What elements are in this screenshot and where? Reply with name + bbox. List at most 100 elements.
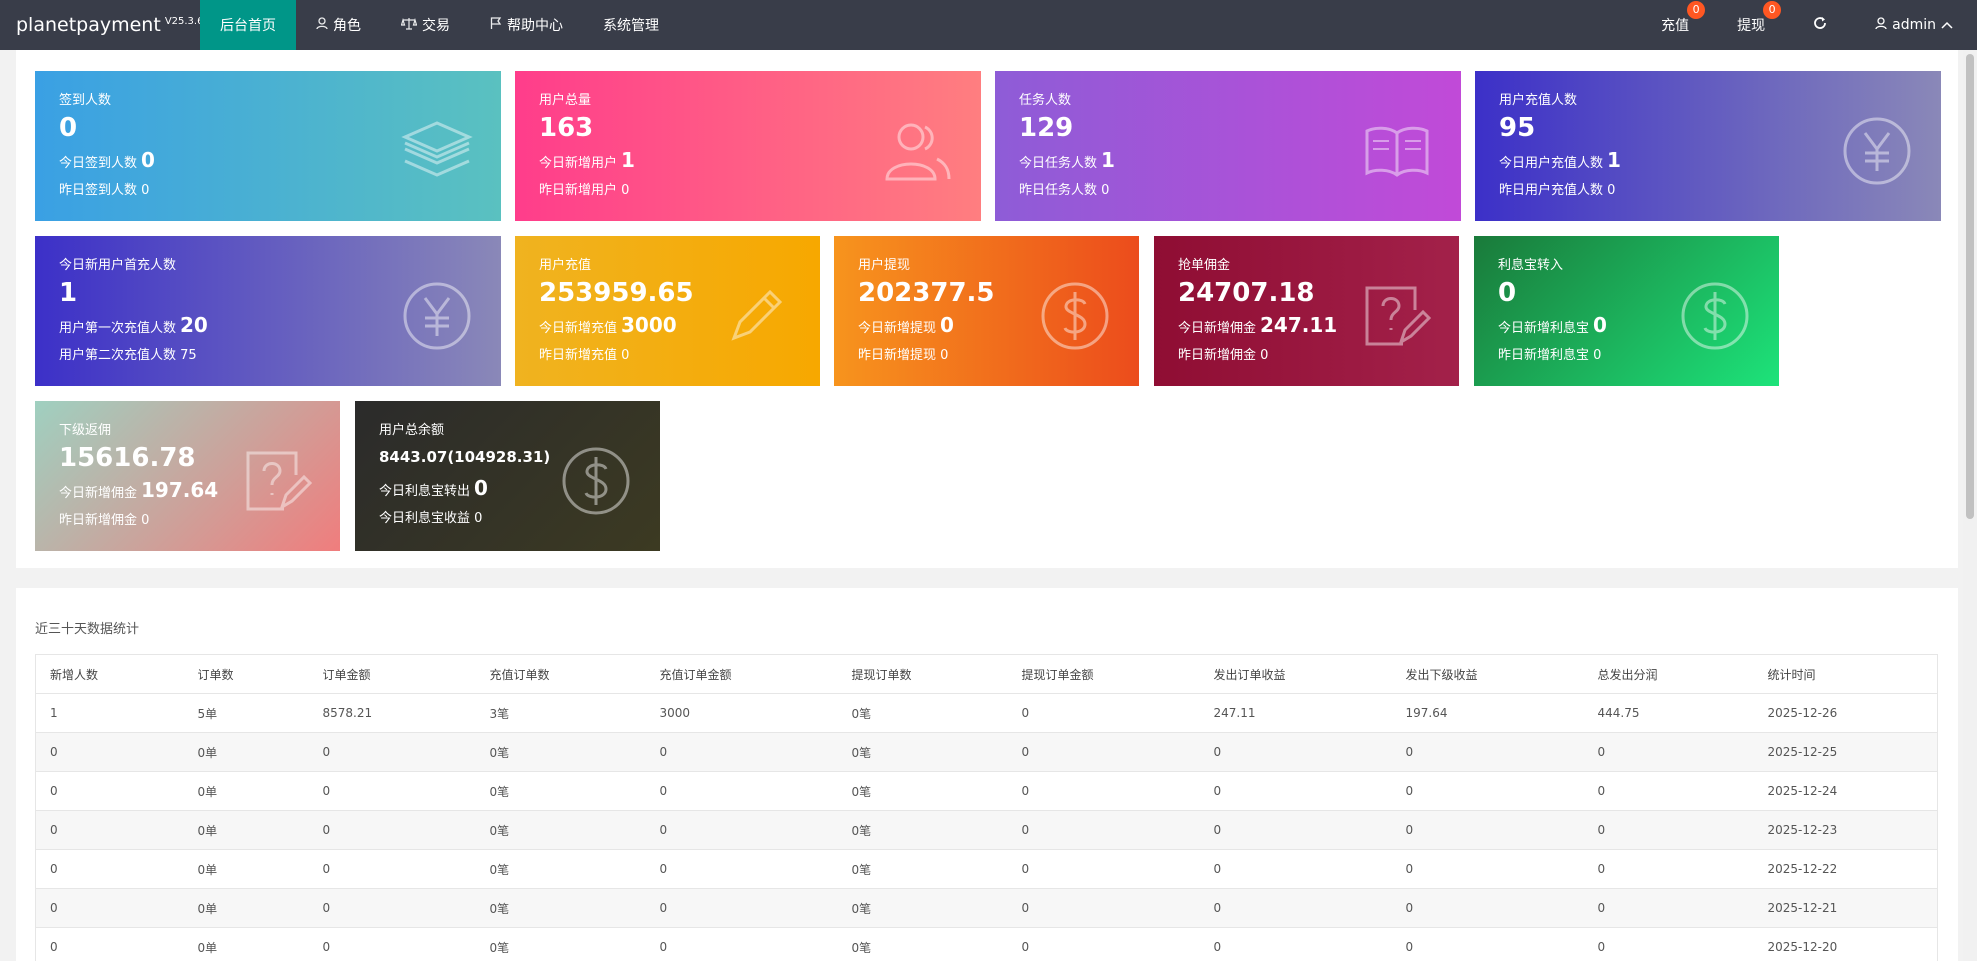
card-line-1: 今日新增充值 3000: [539, 313, 677, 337]
table-cell: 0: [1583, 888, 1754, 928]
table-cell: 0: [1391, 732, 1584, 772]
card-title: 利息宝转入: [1498, 258, 1564, 273]
table-cell: 0: [1199, 888, 1392, 928]
page-scrollbar[interactable]: [1963, 50, 1977, 961]
dollar-icon: [560, 445, 632, 517]
table-cell: 0: [1199, 732, 1392, 772]
brand-logo[interactable]: planetpayment V25.3.6: [0, 14, 203, 36]
scrollbar-thumb[interactable]: [1966, 54, 1974, 519]
table-cell: 0笔: [475, 810, 646, 850]
table-cell: 0笔: [475, 927, 646, 961]
table-cell: 0: [1391, 849, 1584, 889]
card-value: 24707.18: [1178, 278, 1315, 308]
card-title: 今日新用户首充人数: [59, 258, 177, 273]
thirty-day-stats-panel: 近三十天数据统计 新增人数 订单数 订单金额 充值订单数 充值订单金额 提现订单…: [16, 588, 1958, 961]
card-interest-in: 利息宝转入 0 今日新增利息宝 0 昨日新增利息宝 0: [1474, 236, 1779, 386]
nav-help[interactable]: 帮助中心: [470, 0, 583, 50]
table-cell: 0笔: [475, 771, 646, 811]
card-line-1: 今日新增提现 0: [858, 313, 954, 337]
note-icon: [240, 445, 313, 517]
version-label: V25.3.6: [164, 15, 204, 27]
table-cell: 0笔: [475, 732, 646, 772]
table-cell: 0: [1583, 927, 1754, 961]
table-cell: 0: [35, 771, 184, 811]
table-cell: 0: [1007, 888, 1200, 928]
table-cell: 0: [1199, 927, 1392, 961]
card-value: 0: [1498, 278, 1517, 308]
recharge-badge: 0: [1687, 1, 1706, 19]
card-title: 签到人数: [59, 93, 112, 108]
brand-name: planetpayment: [16, 14, 161, 36]
card-value: 15616.78: [59, 443, 196, 473]
table-cell: 0: [645, 849, 838, 889]
dollar-icon: [1679, 280, 1751, 352]
table-cell: 0: [1391, 810, 1584, 850]
table-cell: 0单: [183, 888, 309, 928]
nav-system[interactable]: 系统管理: [583, 0, 679, 50]
col-header: 订单数: [183, 654, 309, 694]
nav-roles[interactable]: 角色: [296, 0, 381, 50]
table-cell: 2025-12-23: [1753, 810, 1938, 850]
card-total-balance: 用户总余额 8443.07(104928.31) 今日利息宝转出 0 今日利息宝收…: [355, 401, 660, 551]
table-cell: 3000: [645, 693, 838, 733]
table-row: 0 0单 0 0笔 0 0笔 0 0 0 0 2025-12-22: [35, 849, 1938, 889]
refresh-button[interactable]: [1789, 0, 1851, 50]
table-cell: 0笔: [475, 888, 646, 928]
card-value: 202377.5: [858, 278, 995, 308]
table-cell: 0单: [183, 927, 309, 961]
right-nav: 充值 0 提现 0 admin: [1637, 0, 1977, 50]
table-cell: 0单: [183, 732, 309, 772]
table-cell: 0: [645, 888, 838, 928]
withdraw-link[interactable]: 提现 0: [1713, 0, 1789, 50]
recharge-link[interactable]: 充值 0: [1637, 0, 1713, 50]
card-line-2: 昨日新增佣金 0: [59, 513, 150, 528]
chevron-up-icon: [1941, 17, 1953, 33]
table-cell: 0: [1199, 810, 1392, 850]
table-cell: 0笔: [475, 849, 646, 889]
table-cell: 2025-12-22: [1753, 849, 1938, 889]
stats-table: 新增人数 订单数 订单金额 充值订单数 充值订单金额 提现订单数 提现订单金额 …: [35, 654, 1938, 961]
card-tasks: 任务人数 129 今日任务人数 1 昨日任务人数 0: [995, 71, 1461, 221]
table-cell: 0: [1007, 849, 1200, 889]
nav-trade[interactable]: 交易: [381, 0, 470, 50]
table-header-row: 新增人数 订单数 订单金额 充值订单数 充值订单金额 提现订单数 提现订单金额 …: [35, 654, 1938, 694]
card-title: 用户充值人数: [1499, 93, 1578, 108]
card-value: 253959.65: [539, 278, 694, 308]
card-line-1: 今日新增佣金 197.64: [59, 478, 219, 502]
table-cell: 444.75: [1583, 693, 1754, 733]
card-line-2: 昨日任务人数 0: [1019, 183, 1110, 198]
table-cell: 197.64: [1391, 693, 1584, 733]
card-recharge-amount: 用户充值 253959.65 今日新增充值 3000 昨日新增充值 0: [515, 236, 820, 386]
table-cell: 0: [645, 927, 838, 961]
table-cell: 2025-12-21: [1753, 888, 1938, 928]
user-menu[interactable]: admin: [1851, 0, 1977, 50]
card-title: 任务人数: [1019, 93, 1072, 108]
table-cell: 247.11: [1199, 693, 1392, 733]
card-line-1: 今日用户充值人数 1: [1499, 148, 1621, 172]
table-cell: 0: [1007, 927, 1200, 961]
table-row: 1 5单 8578.21 3笔 3000 0笔 0 247.11 197.64 444.75 202…: [35, 693, 1938, 733]
table-cell: 0: [645, 771, 838, 811]
flag-icon: [490, 16, 502, 34]
table-cell: 0: [1583, 849, 1754, 889]
table-cell: 0: [1007, 810, 1200, 850]
card-title: 用户提现: [858, 258, 911, 273]
card-recharge-users: 用户充值人数 95 今日用户充值人数 1 昨日用户充值人数 0: [1475, 71, 1941, 221]
withdraw-badge: 0: [1763, 1, 1782, 19]
scale-icon: [400, 17, 418, 34]
card-line-1: 今日新增佣金 247.11: [1178, 313, 1338, 337]
card-line-2: 昨日新增充值 0: [539, 348, 630, 363]
table-cell: 0: [1391, 927, 1584, 961]
card-withdraw-amount: 用户提现 202377.5 今日新增提现 0 昨日新增提现 0: [834, 236, 1139, 386]
card-line-1: 今日新增用户 1: [539, 148, 635, 172]
nav-home[interactable]: 后台首页: [200, 0, 296, 50]
card-line-2: 昨日新增提现 0: [858, 348, 949, 363]
card-value: 8443.07(104928.31): [379, 448, 551, 466]
card-line-2: 昨日新增佣金 0: [1178, 348, 1269, 363]
table-cell: 0: [1583, 732, 1754, 772]
table-cell: 2025-12-24: [1753, 771, 1938, 811]
pen-icon: [720, 280, 792, 352]
recharge-label: 充值: [1661, 18, 1690, 34]
book-icon: [1361, 115, 1433, 187]
nav-trade-label: 交易: [422, 18, 450, 34]
